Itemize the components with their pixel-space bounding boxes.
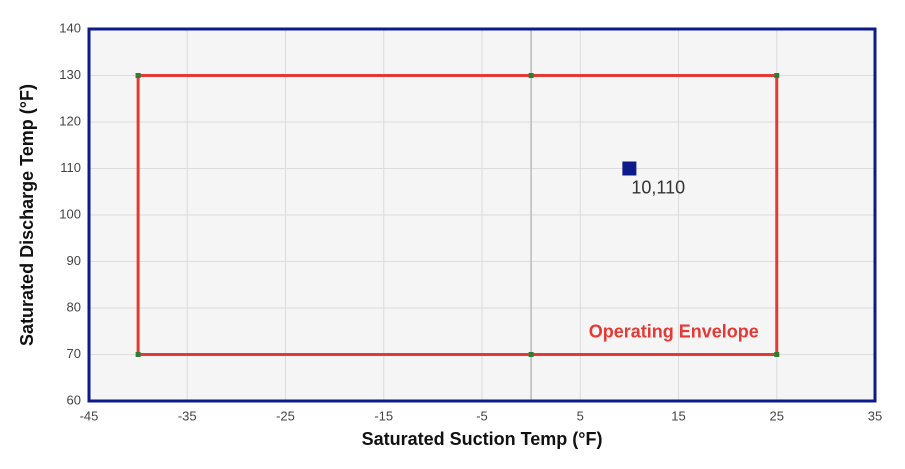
y-tick-label: 110 xyxy=(60,160,81,175)
vertex-marker xyxy=(528,352,534,357)
y-tick-label: 90 xyxy=(67,253,81,268)
x-tick-label: 5 xyxy=(577,408,584,423)
x-tick-label: -25 xyxy=(276,408,295,423)
y-tick-label: 120 xyxy=(59,113,81,128)
x-tick-label: 35 xyxy=(868,408,882,423)
vertex-marker xyxy=(528,73,534,78)
series-label: Operating Envelope xyxy=(589,321,759,341)
y-tick-label: 130 xyxy=(59,67,81,82)
x-tick-label: -15 xyxy=(374,408,393,423)
data-label: 10,110 xyxy=(631,177,685,197)
y-tick-label: 60 xyxy=(67,392,81,407)
x-tick-label: 15 xyxy=(671,408,685,423)
y-tick-label: 100 xyxy=(59,206,81,221)
vertex-marker xyxy=(774,73,780,78)
plot-border xyxy=(87,27,877,403)
x-axis-label: Saturated Suction Temp (°F) xyxy=(362,429,603,449)
vertex-marker xyxy=(774,352,780,357)
y-tick-label: 80 xyxy=(67,299,81,314)
marks: Operating Envelope 10,110 xyxy=(135,73,780,357)
vertex-marker xyxy=(135,352,141,357)
x-tick-label: -5 xyxy=(476,408,488,423)
x-tick-label: -35 xyxy=(178,408,197,423)
y-tick-label: 140 xyxy=(59,20,81,35)
x-tick-label: 25 xyxy=(770,408,784,423)
x-tick-label: -45 xyxy=(80,408,99,423)
vertex-marker xyxy=(135,73,141,78)
y-tick-label: 70 xyxy=(67,346,81,361)
y-axis-label: Saturated Discharge Temp (°F) xyxy=(17,84,37,346)
point xyxy=(622,161,637,176)
